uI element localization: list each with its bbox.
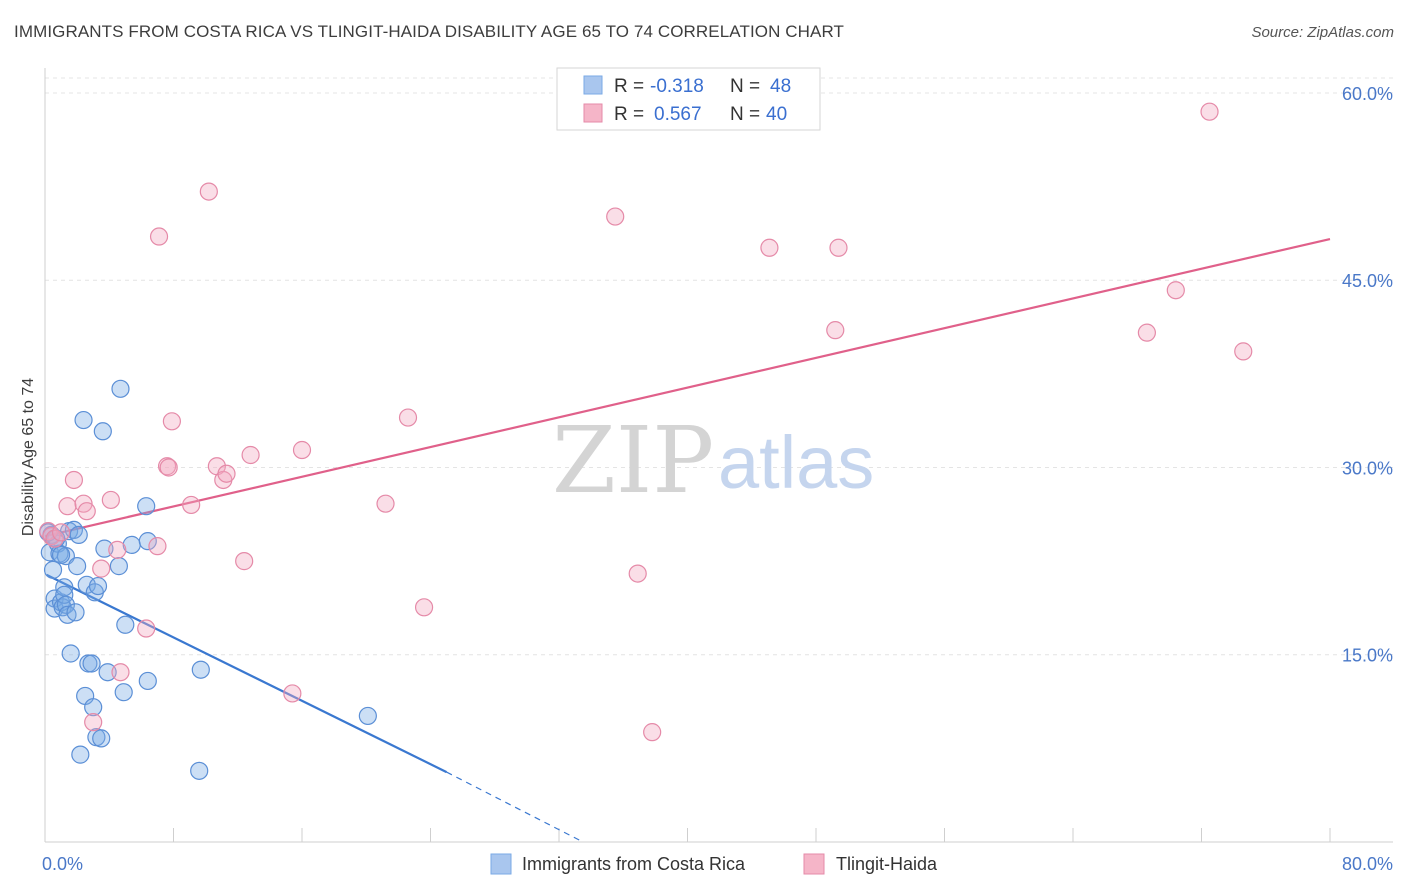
legend-n-value-1: 48 — [770, 76, 791, 97]
y-tick-labels: 15.0% 30.0% 45.0% 60.0% — [1342, 84, 1393, 666]
legend-n-value-2: 40 — [766, 104, 787, 125]
legend-r-value-2: 0.567 — [654, 104, 702, 125]
legend-r-value-1: -0.318 — [650, 76, 704, 97]
point-s1-33 — [643, 723, 662, 742]
point-s0-26 — [84, 698, 103, 717]
point-s1-3 — [51, 523, 71, 542]
point-s1-5 — [64, 470, 84, 490]
legend-bottom-label-tlingit: Tlingit-Haida — [836, 854, 938, 874]
legend-swatch-tlingit — [583, 103, 603, 123]
legend-n-label-1: N = — [730, 76, 760, 97]
point-s0-44 — [358, 706, 377, 726]
legend-n-label-2: N = — [730, 104, 760, 125]
point-s1-26 — [283, 684, 302, 703]
point-s0-2 — [43, 560, 63, 579]
point-s1-24 — [235, 552, 254, 571]
point-s1-1 — [42, 527, 61, 546]
trend-line-ext-0 — [446, 771, 584, 843]
point-s1-12 — [111, 663, 130, 682]
point-s1-31 — [606, 207, 625, 226]
source-label: Source: ZipAtlas.com — [1251, 24, 1394, 41]
legend-bottom-swatch-costa-rica — [490, 853, 512, 875]
point-s1-34 — [760, 238, 779, 257]
point-s1-8 — [84, 713, 103, 732]
legend-swatch-costa-rica — [583, 75, 603, 95]
watermark-atlas: atlas — [718, 421, 874, 504]
legend-top: R = -0.318 N = 48 R = 0.567 N = 40 — [556, 67, 821, 131]
trend-line-0 — [46, 573, 448, 774]
point-s1-23 — [217, 464, 236, 483]
legend-bottom-swatch-tlingit — [803, 853, 825, 875]
point-s0-35 — [111, 379, 130, 398]
watermark: ZIP atlas — [552, 407, 874, 514]
point-s1-15 — [149, 227, 169, 246]
point-s1-36 — [826, 321, 845, 340]
y-tick-label-60: 60.0% — [1342, 84, 1393, 104]
point-s1-29 — [398, 408, 418, 427]
point-s1-13 — [137, 619, 156, 638]
point-s1-7 — [77, 502, 96, 521]
legend-bottom: Immigrants from Costa Rica Tlingit-Haida — [490, 853, 938, 875]
point-s1-17 — [159, 458, 178, 477]
point-s0-32 — [95, 539, 114, 558]
point-s1-38 — [1166, 281, 1185, 300]
point-s0-36 — [114, 683, 133, 702]
trend-line-1 — [44, 237, 1331, 538]
point-s1-30 — [414, 598, 434, 617]
trend-lines — [44, 237, 1331, 843]
data-points — [39, 102, 1253, 780]
point-s0-47 — [51, 545, 71, 564]
point-s0-39 — [137, 497, 156, 516]
point-s0-18 — [68, 557, 87, 576]
point-s0-19 — [69, 525, 88, 544]
point-s1-40 — [1234, 342, 1253, 361]
point-s1-39 — [1200, 102, 1219, 121]
point-s0-30 — [92, 729, 111, 748]
point-s0-20 — [71, 745, 90, 764]
point-s1-14 — [148, 537, 167, 556]
point-s1-19 — [182, 495, 201, 515]
point-s0-41 — [138, 671, 157, 691]
point-s1-20 — [199, 182, 218, 201]
y-tick-label-15: 15.0% — [1342, 646, 1393, 666]
point-s1-25 — [241, 445, 260, 465]
point-s1-10 — [101, 490, 120, 510]
x-tick-marks — [44, 828, 1331, 842]
point-s0-17 — [66, 603, 85, 622]
point-s1-9 — [92, 559, 111, 578]
point-s1-28 — [376, 494, 395, 513]
point-s0-15 — [61, 644, 80, 663]
point-s0-33 — [98, 663, 117, 682]
x-tick-label-max: 80.0% — [1342, 854, 1393, 874]
y-tick-label-30: 30.0% — [1342, 458, 1393, 478]
chart-title: IMMIGRANTS FROM COSTA RICA VS TLINGIT-HA… — [14, 22, 845, 41]
y-axis-title: Disability Age 65 to 74 — [20, 378, 37, 536]
point-s0-9 — [55, 578, 74, 597]
point-s1-35 — [829, 238, 848, 257]
point-s1-27 — [292, 440, 312, 460]
point-s1-32 — [628, 564, 647, 583]
legend-r-label-1: R = — [614, 76, 644, 97]
x-tick-label-min: 0.0% — [42, 854, 83, 874]
legend-r-label-2: R = — [614, 104, 644, 125]
point-s0-25 — [82, 654, 101, 673]
point-s1-0 — [39, 522, 58, 541]
point-s0-34 — [109, 557, 128, 576]
y-tick-label-45: 45.0% — [1342, 271, 1393, 291]
point-s0-31 — [93, 422, 112, 441]
point-s1-18 — [162, 412, 181, 431]
point-s0-29 — [88, 576, 108, 596]
point-s1-4 — [58, 497, 77, 516]
point-s0-43 — [191, 660, 210, 679]
point-s0-40 — [138, 532, 157, 551]
point-s0-42 — [190, 761, 209, 780]
legend-bottom-label-costa-rica: Immigrants from Costa Rica — [522, 854, 746, 874]
point-s1-37 — [1137, 323, 1156, 342]
watermark-zip: ZIP — [552, 407, 714, 514]
point-s0-21 — [74, 410, 93, 430]
point-s0-37 — [116, 615, 135, 634]
point-s1-11 — [108, 540, 127, 559]
